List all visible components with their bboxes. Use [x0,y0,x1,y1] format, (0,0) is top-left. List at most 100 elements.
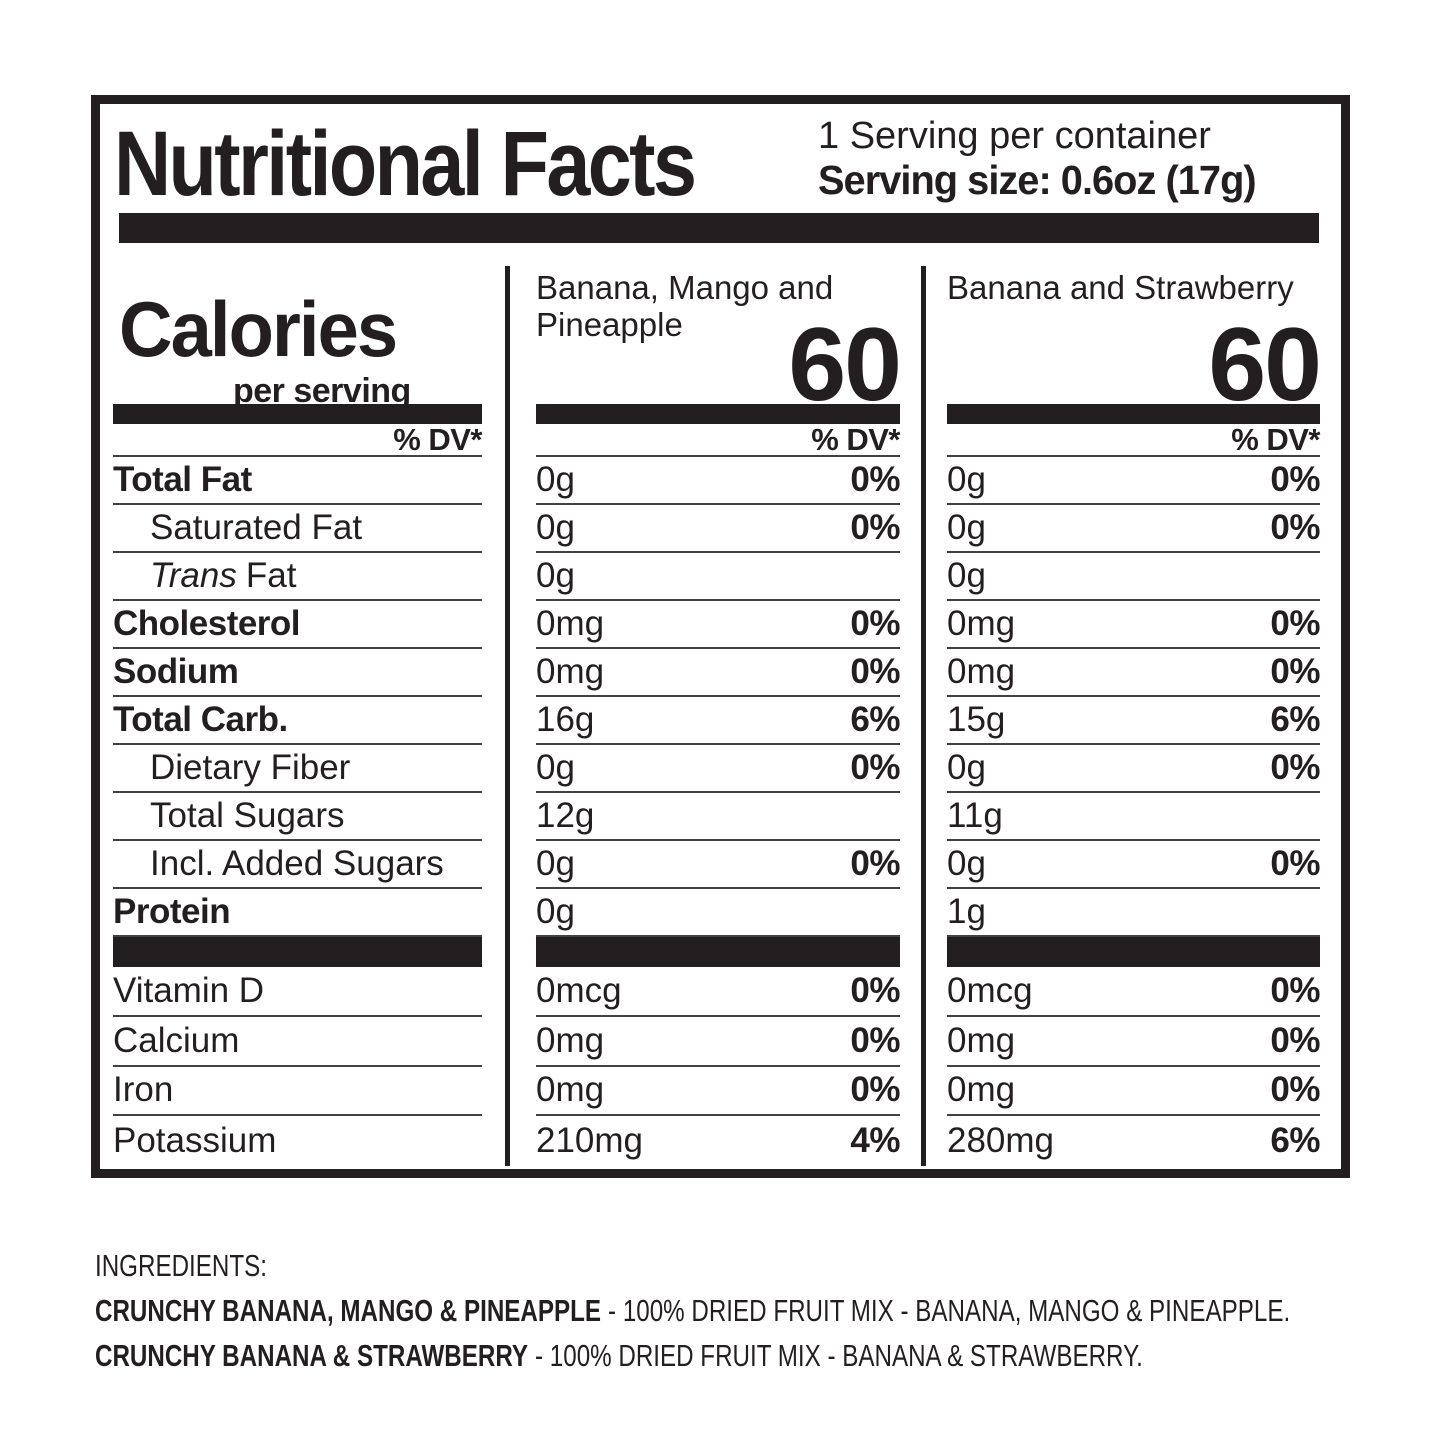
amount: 0mg [536,1070,605,1110]
nutrient-values: 0g 0% [947,745,1320,793]
nutrient-values: 12g [536,793,900,841]
product2-calories: 60 [1208,306,1322,423]
dv-percent: 0% [1270,844,1320,883]
amount: 0g [947,460,986,499]
amount: 0mg [947,652,1016,691]
header-divider-bar [119,213,1319,243]
amount: 210mg [536,1121,644,1161]
nutrient-values: 0g 0% [536,505,900,553]
dv-percent: 0% [1270,1070,1320,1110]
amount: 0g [947,556,986,595]
ingredients-section: INGREDIENTS: CRUNCHY BANANA, MANGO & PIN… [95,1243,1445,1378]
nutrient-values: 0mg 0% [947,601,1320,649]
ingredient-description: - 100% DRIED FRUIT MIX - BANANA & STRAWB… [535,1338,1143,1373]
calories-label: Calories [119,285,398,373]
vitamin-label: Iron [113,1067,482,1117]
dv-percent: 0% [850,652,900,691]
nutrient-values: 0g 0% [536,841,900,889]
dv-percent: 0% [1270,508,1320,547]
product1-calories: 60 [788,306,902,423]
vitamin-values: 0mg 0% [536,1017,900,1067]
amount: 0g [536,460,575,499]
vitamin-label: Potassium [113,1121,277,1161]
nutrient-label: Incl. Added Sugars [113,841,482,889]
dv-percent: 0% [850,460,900,499]
panel-title: Nutritional Facts [114,113,697,215]
amount: 12g [536,796,595,835]
nutrient-values: 0g [947,553,1320,601]
dv-percent: 0% [850,1070,900,1110]
column-divider [505,266,510,1166]
nutrient-label: Sodium [113,649,482,697]
dv-percent: 0% [850,508,900,547]
nutrient-values: 0mg 0% [947,649,1320,697]
amount: 15g [947,700,1006,739]
facts-grid: Calories per serving Banana, Mango and P… [100,266,1341,1166]
nutrient-values: 0g 0% [536,745,900,793]
amount: 0g [536,748,575,787]
amount: 0g [536,556,575,595]
nutrient-values: 0g 0% [536,457,900,505]
serving-info: 1 Serving per container Serving size: 0.… [818,115,1269,203]
ingredient-product-name: CRUNCHY BANANA & STRAWBERRY [95,1338,529,1373]
section-bar [113,404,482,424]
vitamin-values: 0mcg 0% [947,967,1320,1017]
amount: 0mcg [947,970,1033,1010]
dv-percent: 0% [1270,748,1320,787]
ingredient-item: CRUNCHY BANANA & STRAWBERRY - 100% DRIED … [95,1333,1290,1378]
dv-percent: 6% [1270,1121,1320,1161]
amount: 0g [536,892,575,931]
amount: 0g [947,508,986,547]
product1-name: Banana, Mango and Pineapple [536,269,834,343]
nutrient-label: Protein [113,889,482,937]
column-divider [921,266,926,1166]
amount: 0mg [536,1020,605,1060]
nutrient-values: 0g 0% [947,457,1320,505]
dv-percent: 0% [850,1020,900,1060]
section-bar [947,937,1320,967]
nutrient-label: Cholesterol [113,601,482,649]
dv-percent: 6% [850,700,900,739]
dv-percent: 0% [1270,604,1320,643]
amount: 0g [536,844,575,883]
nutrient-label: Total Sugars [113,793,482,841]
dv-percent: 0% [1270,970,1320,1010]
vitamin-label: Calcium [113,1017,482,1067]
vitamin-values: 210mg 4% [536,1116,900,1166]
dv-header: % DV* [536,422,901,457]
amount: 0mcg [536,970,622,1010]
dv-percent: 0% [1270,652,1320,691]
vitamin-values: 0mcg 0% [536,967,900,1017]
vitamin-label: Vitamin D [113,967,482,1017]
amount: 280mg [947,1121,1055,1161]
vitamin-values: 0mg 0% [947,1067,1320,1117]
product2-name: Banana and Strawberry [947,269,1294,306]
amount: 0g [947,748,986,787]
nutrient-label: Total Fat [113,457,482,505]
vitamin-values: 0mg 0% [947,1017,1320,1067]
ingredient-product-name: CRUNCHY BANANA, MANGO & PINEAPPLE [95,1293,602,1328]
dv-percent: 0% [1270,1020,1320,1060]
section-bar [536,404,900,424]
dv-percent: 6% [1270,700,1320,739]
ingredient-description: - 100% DRIED FRUIT MIX - BANANA, MANGO &… [608,1293,1291,1328]
amount: 0mg [947,1020,1016,1060]
dv-percent: 4% [850,1121,900,1161]
amount: 0g [947,844,986,883]
section-bar [536,937,900,967]
amount: 1g [947,892,986,931]
dv-percent: 0% [1270,460,1320,499]
nutrient-values: 0g 0% [947,841,1320,889]
serving-size: Serving size: 0.6oz (17g) [818,156,1257,203]
amount: 11g [947,796,1003,835]
amount: 0g [536,508,575,547]
dv-percent: 0% [850,748,900,787]
dv-percent: 0% [850,844,900,883]
amount: 16g [536,700,595,739]
nutrient-label: Total Carb. [113,697,482,745]
ingredients-heading: INGREDIENTS: [95,1248,267,1283]
dv-header: % DV* [113,422,483,457]
calories-header: Calories per serving [113,266,482,408]
servings-per-container: 1 Serving per container [818,115,1211,157]
